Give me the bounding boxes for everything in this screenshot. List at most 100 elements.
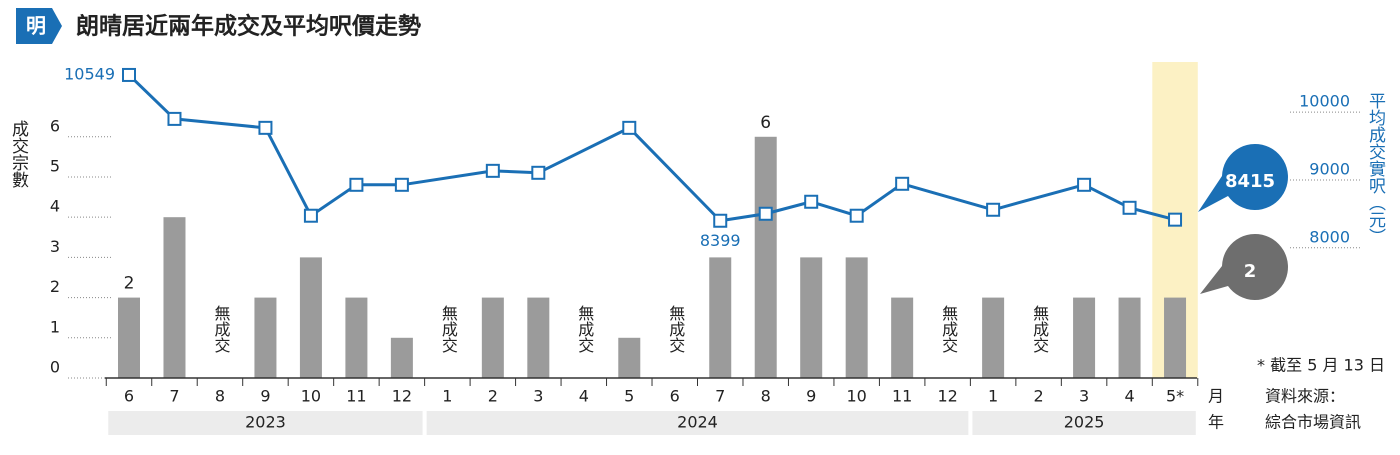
line-segment [310, 183, 358, 217]
line-segment [492, 169, 539, 175]
bar [709, 257, 732, 378]
x-tick-label: 2 [1034, 387, 1044, 406]
x-tick-label: 8 [215, 387, 225, 406]
x-tick-label: 2 [488, 387, 498, 406]
bar-label: 6 [760, 113, 771, 133]
bar [254, 297, 277, 378]
line-marker [485, 163, 500, 178]
bar [1073, 297, 1096, 378]
x-tick-label: 7 [169, 387, 179, 406]
bar [345, 297, 368, 378]
line-segment [1129, 206, 1176, 222]
x-tick-label: 4 [1124, 387, 1134, 406]
x-tick-label: 1 [988, 387, 998, 406]
y-tick-label: 1 [50, 317, 60, 336]
logo: 明 [26, 14, 46, 38]
line-marker [986, 202, 1001, 217]
y-tick-label: 3 [50, 237, 60, 256]
line-marker [303, 208, 318, 223]
line-segment [1083, 183, 1131, 210]
line-segment [264, 127, 313, 217]
latest-count-bubble [1200, 234, 1288, 301]
line-segment [901, 182, 994, 212]
line-marker [122, 67, 136, 82]
bar [481, 297, 504, 378]
line-segment [401, 169, 494, 187]
line-marker [531, 165, 546, 180]
footnote: * 截至 5 月 13 日 [1257, 356, 1385, 375]
line-marker [758, 206, 773, 221]
bar [299, 257, 322, 378]
y-tick-label: 6 [50, 116, 60, 135]
bar [1164, 297, 1187, 378]
y2-axis-label: 平均成交實呎（元） [1365, 92, 1386, 245]
x-tick-label: 4 [579, 387, 589, 406]
logo-badge [16, 8, 62, 44]
year-label: 2023 [245, 413, 286, 432]
year-band [972, 411, 1196, 435]
year-band [426, 411, 969, 435]
bar [390, 337, 413, 378]
y-tick-label: 5 [50, 156, 60, 175]
x-tick-label: 3 [533, 387, 543, 406]
bar [891, 297, 914, 378]
x-tick-label: 5* [1166, 387, 1184, 406]
line-segment [855, 182, 904, 217]
bar [754, 136, 777, 378]
y-tick-label: 4 [50, 197, 60, 216]
x-tick-label: 11 [892, 387, 912, 406]
source-label: 資料來源： [1265, 387, 1345, 406]
line-segment [992, 183, 1085, 212]
x-tick-label: 8 [761, 387, 771, 406]
line-label: 8399 [700, 231, 741, 250]
line-segment [765, 200, 812, 216]
no-deal-label: 無成交 [666, 305, 685, 353]
bar [527, 297, 550, 378]
no-deal-label: 無成交 [575, 305, 594, 353]
bar [982, 297, 1005, 378]
y-axis-label: 成交宗數 [8, 120, 29, 188]
y2-tick-label: 8000 [1309, 227, 1350, 246]
x-tick-label: 12 [937, 387, 957, 406]
x-tick-label: 10 [847, 387, 867, 406]
line-marker [394, 177, 409, 192]
line-marker [804, 194, 819, 209]
y-tick-label: 0 [50, 358, 60, 377]
line-marker [349, 177, 364, 192]
no-deal-label: 無成交 [211, 305, 230, 353]
y2-tick-label: 10000 [1299, 92, 1350, 111]
x-tick-label: 6 [124, 387, 134, 406]
line-marker [1168, 212, 1183, 227]
x-tick-label: 9 [260, 387, 270, 406]
no-deal-label: 無成交 [439, 305, 458, 353]
bar [1118, 297, 1141, 378]
line-segment [810, 200, 858, 218]
line-marker [1122, 200, 1137, 215]
latest-price: 8415 [1225, 171, 1275, 192]
x-tick-label: 9 [806, 387, 816, 406]
latest-price-bubble [1198, 144, 1288, 212]
line-segment [628, 126, 722, 222]
x-tick-label: 12 [392, 387, 412, 406]
line-marker [258, 120, 273, 135]
bar [618, 337, 641, 378]
source-text: 綜合市場資訊 [1265, 413, 1361, 432]
line-label: 10549 [64, 64, 115, 83]
x-unit: 月 [1208, 387, 1224, 406]
line-segment [720, 212, 766, 223]
bar [845, 257, 868, 378]
x-tick-label: 6 [670, 387, 680, 406]
year-label: 2024 [677, 413, 718, 432]
x-tick-label: 5 [624, 387, 634, 406]
y-tick-label: 2 [50, 277, 60, 296]
chart-title: 朗晴居近兩年成交及平均呎價走勢 [76, 13, 421, 40]
no-deal-label: 無成交 [939, 305, 958, 353]
line-segment [127, 73, 176, 120]
line-marker [713, 213, 728, 228]
line-segment [174, 117, 266, 130]
line-segment [537, 126, 630, 175]
bar [163, 217, 186, 378]
group-unit: 年 [1208, 413, 1224, 432]
bar [800, 257, 823, 378]
line-marker [167, 111, 182, 126]
